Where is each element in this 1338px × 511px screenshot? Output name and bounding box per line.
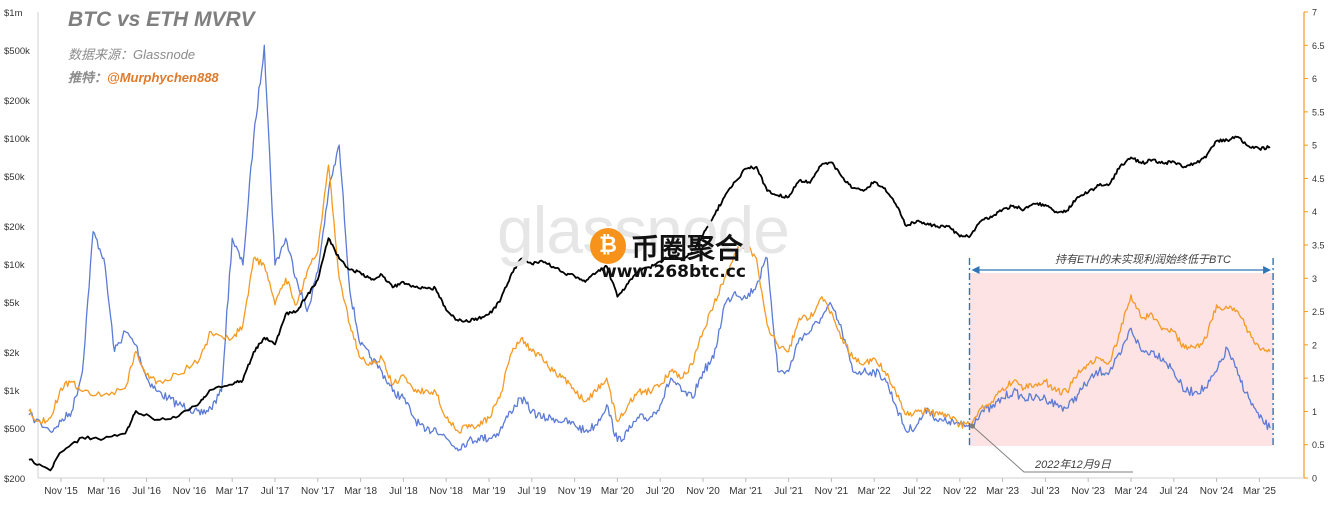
x-tick-label: Mar '20 (601, 486, 634, 497)
highlight-region (969, 273, 1274, 446)
btc-mvrv-line (28, 164, 1271, 434)
y-left-tick-label: $10k (4, 260, 25, 271)
y-left-tick-label: $2k (4, 348, 20, 359)
watermark: glassnode (497, 193, 790, 267)
eth-mvrv-line (28, 44, 1271, 452)
btc-price-line (28, 135, 1271, 472)
y-right-tick-label: 5 (1312, 141, 1317, 151)
x-tick-label: Jul '23 (1031, 486, 1060, 497)
x-tick-label: Nov '22 (943, 486, 977, 497)
date-leader-dot (970, 423, 975, 429)
x-axis: Nov '15 Mar '16 Jul '16 Nov '16 Mar '17 Jul '… (38, 477, 1304, 497)
x-tick-label: Jul '17 (261, 486, 290, 497)
y-right-tick-label: 1.5 (1312, 374, 1325, 384)
y-left-tick-label: $1m (4, 8, 23, 19)
y-right-tick-label: 4.5 (1312, 174, 1325, 184)
source-label: 数据来源：Glassnode (68, 47, 196, 62)
y-right-tick-label: 2 (1312, 340, 1317, 350)
y-right-tick-label: 6 (1312, 74, 1317, 84)
x-tick-label: Nov '24 (1200, 486, 1234, 497)
brand-url: www.268btc.cc (601, 262, 746, 282)
annotation-marks (968, 258, 1274, 473)
x-tick-label: Mar '16 (87, 486, 120, 497)
bitcoin-logo-icon: ₿ (590, 228, 626, 264)
x-tick-label: Nov '15 (44, 486, 78, 497)
y-axis-right: 0 0.5 1 1.5 2 2.5 3 3.5 4 4.5 5 5.5 6 6.5 7 (1303, 8, 1325, 484)
y-right-tick-label: 3.5 (1312, 241, 1325, 251)
y-right-tick-label: 5.5 (1312, 107, 1325, 117)
x-tick-label: Mar '21 (729, 486, 762, 497)
y-right-tick-label: 0.5 (1312, 440, 1325, 450)
x-tick-label: Nov '17 (301, 486, 335, 497)
x-tick-label: Nov '16 (173, 486, 207, 497)
credit-prefix: 推特： (68, 70, 108, 85)
x-tick-label: Nov '23 (1071, 486, 1105, 497)
x-tick-label: Mar '18 (344, 486, 377, 497)
range-arrow-left-head (971, 266, 980, 274)
x-tick-label: Jul '22 (903, 486, 932, 497)
x-tick-label: Nov '20 (686, 486, 720, 497)
twitter-handle[interactable]: @Murphychen888 (107, 70, 219, 85)
y-left-tick-label: $50k (4, 172, 25, 183)
x-tick-label: Jul '20 (646, 486, 675, 497)
x-tick-label: Mar '17 (216, 486, 249, 497)
brand-name: 币圈聚合 (631, 232, 744, 265)
range-annotation: 持有ETH的未实现利润始终低于BTC (1055, 254, 1231, 266)
y-right-tick-label: 6.5 (1312, 41, 1325, 51)
y-left-tick-label: $1k (4, 386, 20, 397)
x-tick-label: Nov '18 (429, 486, 463, 497)
x-tick-label: Jul '19 (518, 486, 547, 497)
x-tick-label: Mar '22 (858, 486, 891, 497)
x-tick-label: Mar '25 (1243, 486, 1276, 497)
y-left-tick-label: $500k (4, 46, 30, 57)
y-right-tick-label: 0 (1312, 474, 1317, 484)
x-tick-label: Mar '19 (472, 486, 505, 497)
date-leader-line (972, 425, 1133, 473)
x-tick-label: Mar '24 (1114, 486, 1147, 497)
x-tick-label: Mar '23 (986, 486, 1019, 497)
y-right-tick-label: 1 (1312, 407, 1317, 417)
x-tick-label: Jul '18 (389, 486, 418, 497)
x-tick-label: Jul '21 (774, 486, 803, 497)
x-tick-label: Nov '21 (815, 486, 849, 497)
y-left-tick-label: $200k (4, 96, 30, 107)
y-right-tick-label: 7 (1312, 8, 1317, 18)
range-arrow-right-head (1263, 266, 1272, 274)
y-left-tick-label: $200 (4, 474, 25, 485)
x-tick-label: Jul '24 (1160, 486, 1189, 497)
series-lines (28, 44, 1271, 472)
y-right-tick-label: 3 (1312, 274, 1317, 284)
y-left-tick-label: $20k (4, 222, 25, 233)
x-tick-label: Jul '16 (132, 486, 161, 497)
y-right-tick-label: 2.5 (1312, 307, 1325, 317)
credit-label: 推特：@Murphychen888 (68, 67, 219, 86)
y-left-tick-label: $5k (4, 298, 20, 309)
y-left-tick-label: $100k (4, 134, 30, 145)
y-axis-left: $200 $500 $1k $2k $5k $10k $20k $50k $100k $200k $… (4, 8, 39, 485)
date-annotation: 2022年12月9日 (1035, 459, 1111, 471)
chart-title: BTC vs ETH MVRV (68, 8, 255, 31)
y-left-tick-label: $500 (4, 424, 25, 435)
x-tick-label: Nov '19 (558, 486, 592, 497)
y-right-tick-label: 4 (1312, 207, 1317, 217)
